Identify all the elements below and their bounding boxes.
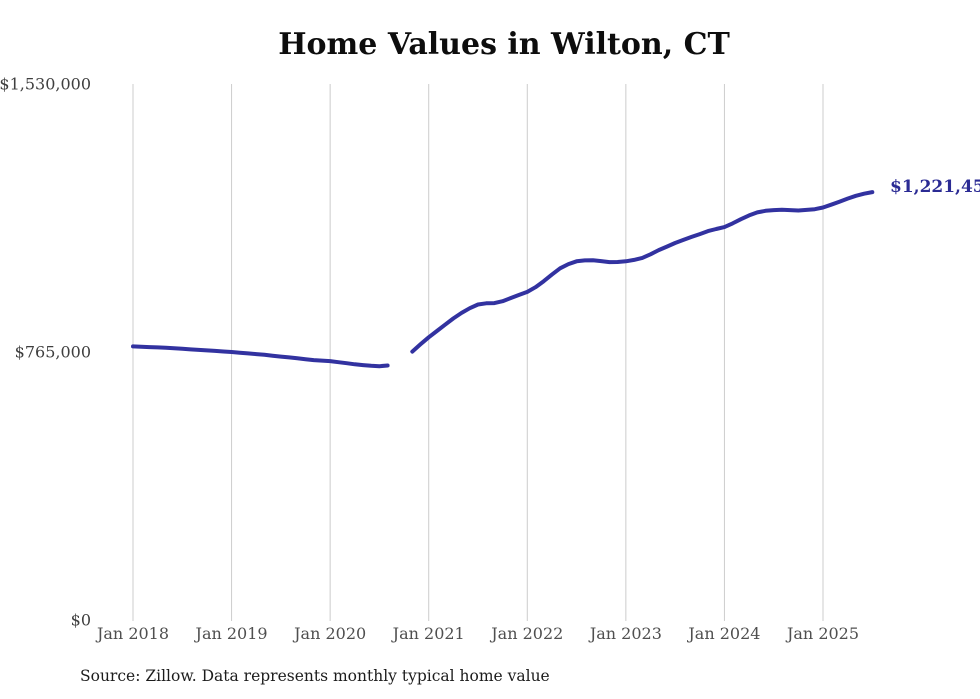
y-tick-label: $1,530,000 xyxy=(0,75,91,94)
x-tick-label: Jan 2019 xyxy=(194,624,268,643)
chart-title: Home Values in Wilton, CT xyxy=(278,27,730,62)
y-tick-label: $0 xyxy=(71,611,91,630)
series-line xyxy=(131,190,875,369)
x-tick-label: Jan 2022 xyxy=(489,624,563,643)
y-tick-label: $765,000 xyxy=(15,343,91,362)
x-tick-label: Jan 2021 xyxy=(391,624,465,643)
x-tick-label: Jan 2018 xyxy=(95,624,169,643)
x-tick-label: Jan 2023 xyxy=(588,624,662,643)
x-tick-label: Jan 2020 xyxy=(292,624,366,643)
x-tick-label: Jan 2025 xyxy=(785,624,859,643)
source-note: Source: Zillow. Data represents monthly … xyxy=(80,667,550,685)
series-end-value-label: $1,221,452 xyxy=(890,177,980,197)
x-tick-label: Jan 2024 xyxy=(686,624,760,643)
